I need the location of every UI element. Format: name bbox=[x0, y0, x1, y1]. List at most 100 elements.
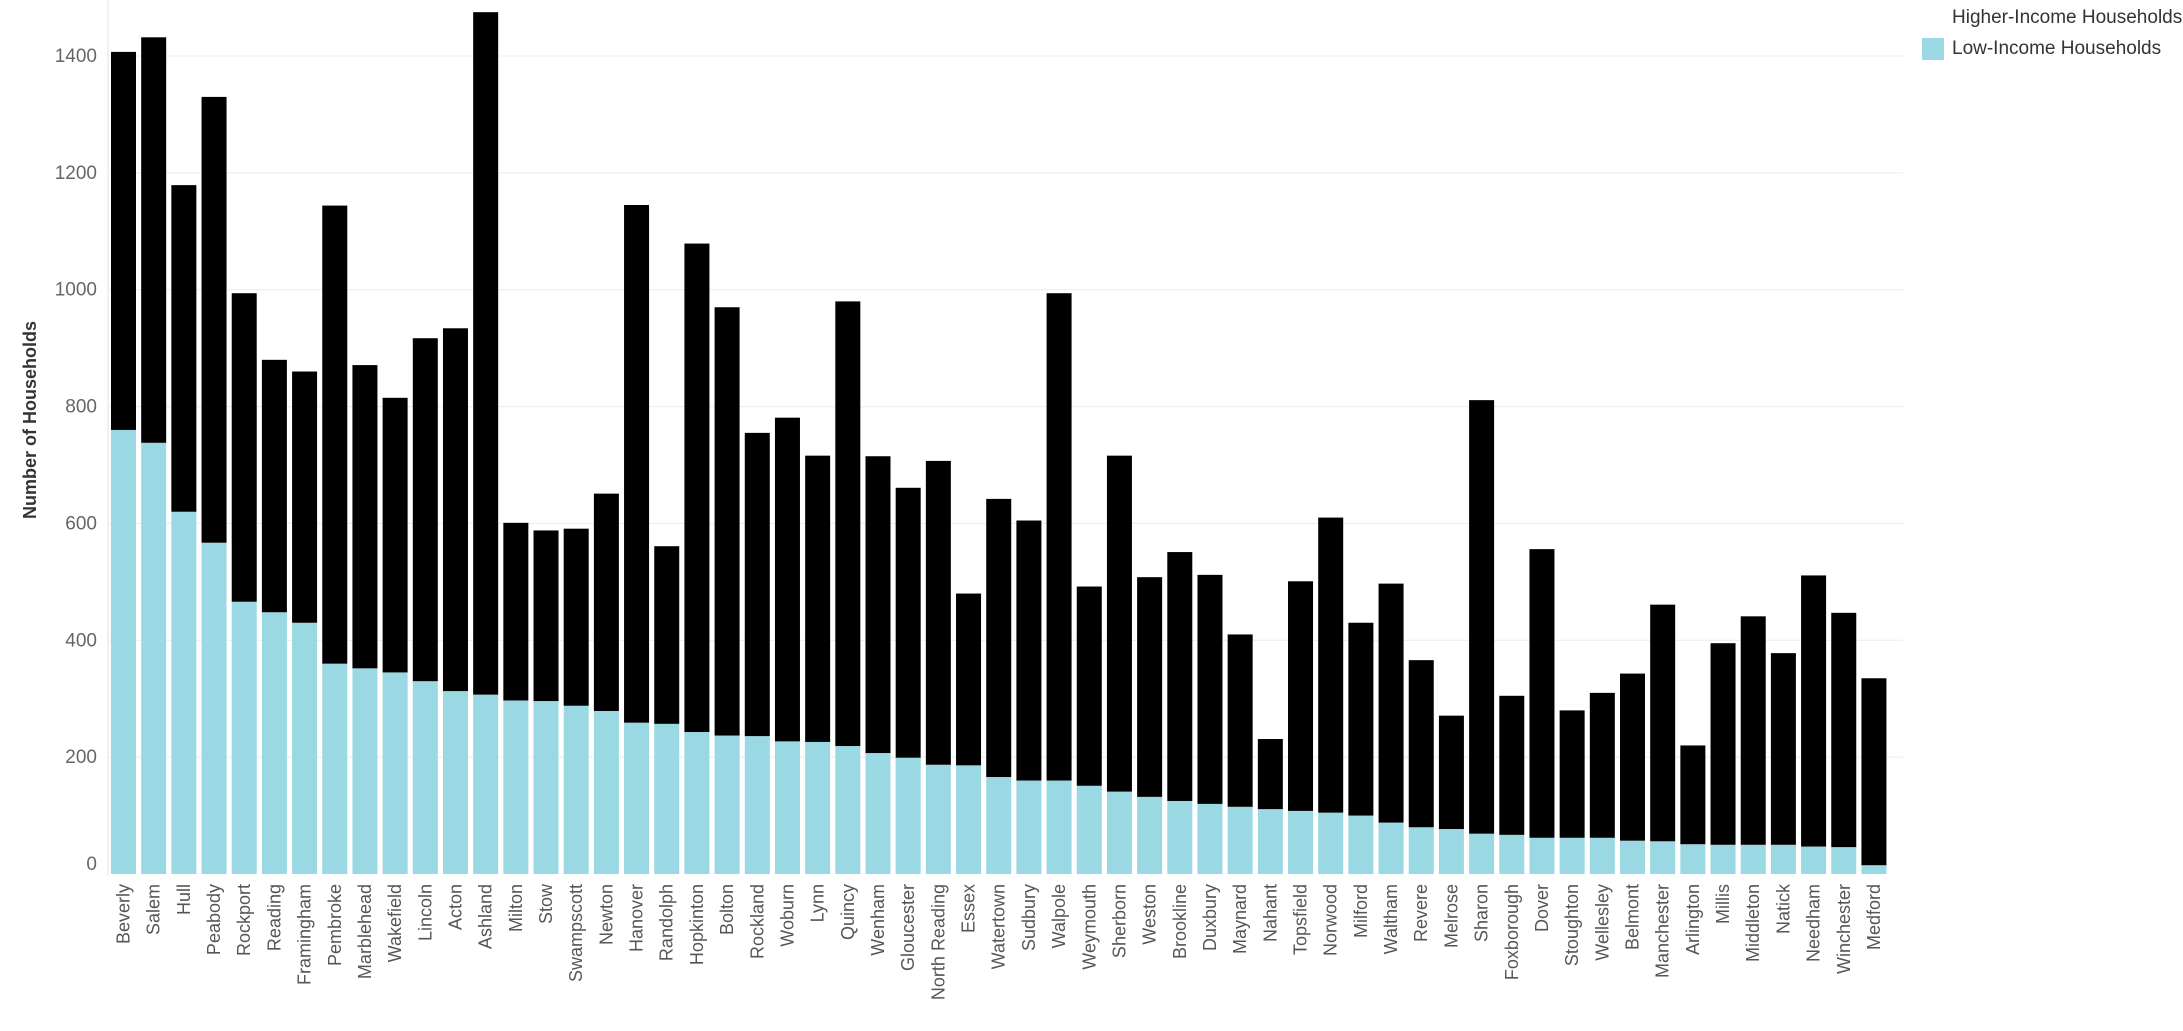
bar-low-income-duxbury[interactable] bbox=[1197, 803, 1223, 874]
bar-higher-income-melrose[interactable] bbox=[1438, 715, 1464, 830]
bar-low-income-salem[interactable] bbox=[141, 442, 167, 874]
bar-low-income-walpole[interactable] bbox=[1046, 780, 1072, 874]
bar-low-income-sudbury[interactable] bbox=[1016, 780, 1042, 874]
bar-low-income-middleton[interactable] bbox=[1740, 844, 1766, 874]
bar-low-income-hanover[interactable] bbox=[624, 722, 650, 874]
bar-higher-income-salem[interactable] bbox=[141, 37, 167, 443]
bar-low-income-lincoln[interactable] bbox=[412, 681, 438, 874]
legend-item-higher-income[interactable]: Higher-Income Households bbox=[1922, 2, 2182, 33]
bar-low-income-arlington[interactable] bbox=[1680, 844, 1706, 874]
bar-low-income-ashland[interactable] bbox=[473, 694, 499, 874]
bar-higher-income-lynn[interactable] bbox=[805, 455, 831, 742]
bar-higher-income-wellesley[interactable] bbox=[1589, 692, 1615, 838]
bar-low-income-millis[interactable] bbox=[1710, 844, 1736, 874]
bar-higher-income-acton[interactable] bbox=[442, 328, 468, 692]
bar-low-income-marblehead[interactable] bbox=[352, 668, 378, 874]
bar-low-income-needham[interactable] bbox=[1801, 846, 1827, 874]
bar-higher-income-bolton[interactable] bbox=[714, 307, 740, 736]
bar-low-income-wakefield[interactable] bbox=[382, 672, 408, 874]
bar-higher-income-duxbury[interactable] bbox=[1197, 574, 1223, 804]
bar-low-income-wellesley[interactable] bbox=[1589, 837, 1615, 874]
bar-low-income-peabody[interactable] bbox=[201, 542, 227, 874]
bar-higher-income-hull[interactable] bbox=[171, 185, 197, 512]
bar-low-income-reading[interactable] bbox=[261, 612, 287, 874]
bar-low-income-foxborough[interactable] bbox=[1499, 834, 1525, 874]
bar-low-income-newton[interactable] bbox=[593, 710, 619, 874]
bar-higher-income-newton[interactable] bbox=[593, 493, 619, 711]
bar-low-income-revere[interactable] bbox=[1408, 827, 1434, 874]
bar-higher-income-revere[interactable] bbox=[1408, 660, 1434, 828]
bar-higher-income-medford[interactable] bbox=[1861, 678, 1887, 866]
bar-low-income-medford[interactable] bbox=[1861, 865, 1887, 874]
bar-low-income-quincy[interactable] bbox=[835, 746, 861, 874]
bar-low-income-framingham[interactable] bbox=[292, 622, 318, 874]
bar-low-income-brookline[interactable] bbox=[1167, 800, 1193, 874]
bar-low-income-rockland[interactable] bbox=[744, 736, 770, 874]
bar-higher-income-pembroke[interactable] bbox=[322, 205, 348, 664]
bar-higher-income-wenham[interactable] bbox=[865, 456, 891, 754]
bar-low-income-sharon[interactable] bbox=[1469, 833, 1495, 874]
bar-low-income-watertown[interactable] bbox=[986, 777, 1012, 874]
bar-low-income-acton[interactable] bbox=[442, 691, 468, 874]
bar-higher-income-milford[interactable] bbox=[1348, 622, 1374, 816]
bar-low-income-belmont[interactable] bbox=[1620, 840, 1645, 874]
bar-low-income-woburn[interactable] bbox=[774, 741, 800, 874]
bar-higher-income-middleton[interactable] bbox=[1740, 616, 1766, 845]
bar-low-income-waltham[interactable] bbox=[1378, 822, 1404, 874]
bar-higher-income-stow[interactable] bbox=[533, 530, 559, 702]
bar-higher-income-nahant[interactable] bbox=[1257, 739, 1283, 810]
bar-low-income-rockport[interactable] bbox=[231, 601, 257, 874]
bar-higher-income-manchester[interactable] bbox=[1650, 604, 1676, 842]
bar-higher-income-weymouth[interactable] bbox=[1076, 586, 1102, 786]
bar-higher-income-millis[interactable] bbox=[1710, 643, 1736, 845]
bar-higher-income-framingham[interactable] bbox=[292, 371, 318, 623]
bar-higher-income-natick[interactable] bbox=[1770, 653, 1796, 845]
bar-higher-income-milton[interactable] bbox=[503, 522, 529, 701]
bar-higher-income-lincoln[interactable] bbox=[412, 338, 438, 682]
bar-low-income-lynn[interactable] bbox=[805, 741, 831, 874]
bar-higher-income-foxborough[interactable] bbox=[1499, 695, 1525, 835]
bar-higher-income-swampscott[interactable] bbox=[563, 528, 589, 706]
bar-higher-income-sudbury[interactable] bbox=[1016, 520, 1042, 781]
bar-low-income-beverly[interactable] bbox=[111, 429, 136, 874]
bar-higher-income-rockport[interactable] bbox=[231, 293, 257, 602]
bar-low-income-winchester[interactable] bbox=[1831, 847, 1857, 874]
bar-higher-income-weston[interactable] bbox=[1137, 577, 1163, 797]
bar-low-income-north-reading[interactable] bbox=[925, 764, 951, 874]
bar-higher-income-walpole[interactable] bbox=[1046, 293, 1072, 781]
bar-higher-income-topsfield[interactable] bbox=[1288, 581, 1314, 811]
bar-higher-income-rockland[interactable] bbox=[744, 432, 770, 737]
bar-low-income-randolph[interactable] bbox=[654, 723, 680, 874]
bar-low-income-hull[interactable] bbox=[171, 511, 197, 874]
bar-higher-income-sherborn[interactable] bbox=[1106, 455, 1132, 792]
bar-higher-income-sharon[interactable] bbox=[1469, 400, 1495, 834]
bar-low-income-milton[interactable] bbox=[503, 700, 529, 874]
bar-low-income-norwood[interactable] bbox=[1318, 812, 1344, 874]
bar-low-income-weymouth[interactable] bbox=[1076, 785, 1102, 874]
bar-low-income-milford[interactable] bbox=[1348, 815, 1374, 874]
bar-low-income-gloucester[interactable] bbox=[895, 757, 921, 874]
bar-higher-income-arlington[interactable] bbox=[1680, 745, 1706, 845]
bar-low-income-stoughton[interactable] bbox=[1559, 837, 1585, 874]
bar-low-income-bolton[interactable] bbox=[714, 735, 740, 874]
legend-item-low-income[interactable]: Low-Income Households bbox=[1922, 33, 2182, 64]
bar-higher-income-hanover[interactable] bbox=[624, 204, 650, 723]
bar-higher-income-north-reading[interactable] bbox=[925, 460, 951, 765]
bar-higher-income-brookline[interactable] bbox=[1167, 552, 1193, 801]
bar-higher-income-watertown[interactable] bbox=[986, 498, 1012, 778]
bar-higher-income-randolph[interactable] bbox=[654, 546, 680, 724]
bar-low-income-weston[interactable] bbox=[1137, 796, 1163, 874]
bar-low-income-hopkinton[interactable] bbox=[684, 732, 710, 874]
bar-higher-income-maynard[interactable] bbox=[1227, 634, 1253, 807]
bar-low-income-pembroke[interactable] bbox=[322, 663, 348, 874]
bar-higher-income-belmont[interactable] bbox=[1620, 673, 1645, 841]
bar-higher-income-waltham[interactable] bbox=[1378, 583, 1404, 823]
bar-higher-income-ashland[interactable] bbox=[473, 12, 499, 695]
bar-higher-income-reading[interactable] bbox=[261, 359, 287, 613]
bar-low-income-dover[interactable] bbox=[1529, 837, 1555, 874]
bar-higher-income-gloucester[interactable] bbox=[895, 487, 921, 758]
bar-higher-income-essex[interactable] bbox=[956, 593, 982, 766]
bar-higher-income-beverly[interactable] bbox=[111, 51, 136, 430]
bar-low-income-nahant[interactable] bbox=[1257, 809, 1283, 874]
bar-higher-income-peabody[interactable] bbox=[201, 96, 227, 543]
